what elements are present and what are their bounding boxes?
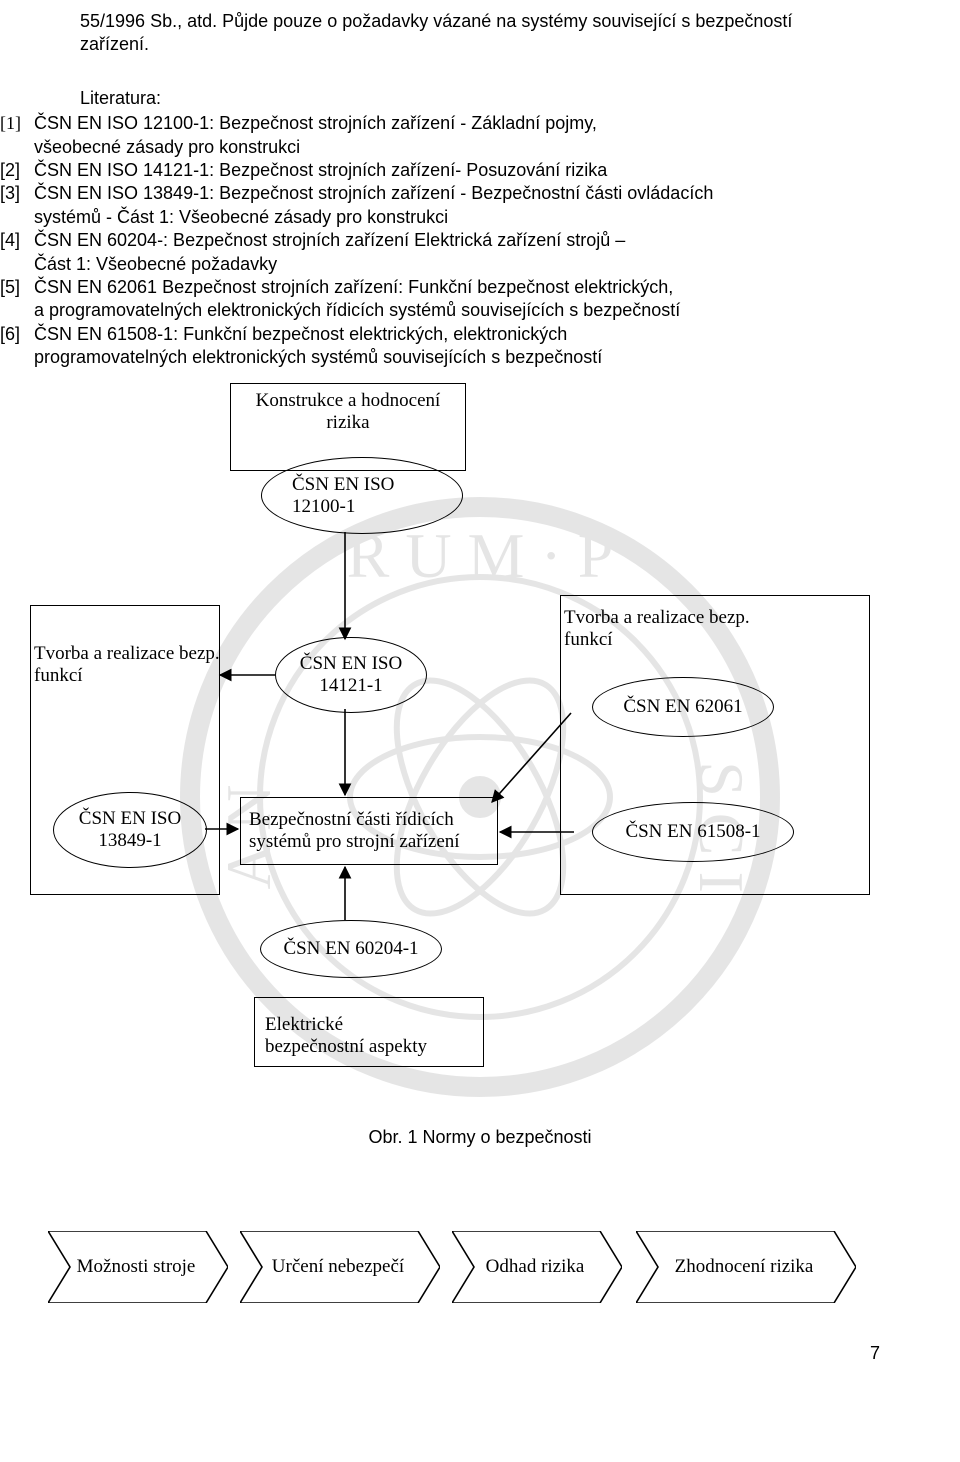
right-frame-title: Tvorba a realizace bezp. funkcí [564,607,864,651]
intro-line-2: zařízení. [80,34,149,54]
chev-3-label: Odhad rizika [452,1231,604,1303]
literature-heading: Literatura: [0,87,960,110]
ellipse-13849: ČSN EN ISO 13849-1 [53,792,207,868]
chevron-2: Určení nebezpečí [240,1231,440,1303]
lit-num-4: [4] [0,229,34,252]
lit-num-5: [5] [0,276,34,299]
lit-num-1: [1] [0,112,34,135]
el-12100-l1: ČSN EN ISO [292,474,394,496]
figure-caption: Obr. 1 Normy o bezpečnosti [0,1127,960,1148]
chevron-3: Odhad rizika [452,1231,622,1303]
box-parts-l2: systémů pro strojní zařízení [249,831,460,853]
lit-num-6: [6] [0,323,34,346]
lit-item-3: [3] ČSN EN ISO 13849-1: Bezpečnost stroj… [0,182,900,205]
left-frame-title: Tvorba a realizace bezp. funkcí [34,643,234,687]
el-12100-l2: 12100-1 [292,496,355,518]
ellipse-14121: ČSN EN ISO 14121-1 [275,637,427,713]
lit-cont-6: programovatelných elektronických systémů… [0,346,900,369]
page-number: 7 [0,1343,960,1364]
box-konstrukce-line2: rizika [326,412,369,434]
lit-item-2: [2] ČSN EN ISO 14121-1: Bezpečnost stroj… [0,159,900,182]
lit-num-3: [3] [0,182,34,205]
lit-text-5: ČSN EN 62061 Bezpečnost strojních zaříze… [34,276,900,299]
lit-item-6: [6] ČSN EN 61508-1: Funkční bezpečnost e… [0,323,900,346]
chev-1-label: Možnosti stroje [48,1231,210,1303]
ellipse-60204: ČSN EN 60204-1 [260,920,442,978]
chev-2-label: Určení nebezpečí [240,1231,422,1303]
left-title-l1: Tvorba a realizace bezp. [34,643,220,664]
el-60204: ČSN EN 60204-1 [283,938,418,960]
lit-text-4: ČSN EN 60204-: Bezpečnost strojních zaří… [34,229,900,252]
box-konstrukce-line1: Konstrukce a hodnocení [256,390,441,412]
literature-list: [1] ČSN EN ISO 12100-1: Bezpečnost stroj… [0,112,960,369]
box-elec-l2: bezpečnostní aspekty [265,1036,427,1058]
lit-item-5: [5] ČSN EN 62061 Bezpečnost strojních za… [0,276,900,299]
diagram: R U M · P S C I A N [0,377,960,1187]
lit-item-1: [1] ČSN EN ISO 12100-1: Bezpečnost stroj… [0,112,900,135]
right-title-l2: funkcí [564,629,613,650]
arrow-row: Možnosti stroje Určení nebezpečí Odhad r… [0,1211,960,1331]
chev-4-label: Zhodnocení rizika [636,1231,838,1303]
intro-line-1: 55/1996 Sb., atd. Půjde pouze o požadavk… [80,11,792,31]
el-61508: ČSN EN 61508-1 [625,821,760,843]
lit-cont-1: všeobecné zásady pro konstrukci [0,136,900,159]
lit-text-1: ČSN EN ISO 12100-1: Bezpečnost strojních… [34,112,900,135]
right-title-l1: Tvorba a realizace bezp. [564,607,750,628]
intro-paragraph: 55/1996 Sb., atd. Půjde pouze o požadavk… [0,10,960,57]
chevron-1: Možnosti stroje [48,1231,228,1303]
page: 55/1996 Sb., atd. Půjde pouze o požadavk… [0,0,960,1394]
lit-text-3: ČSN EN ISO 13849-1: Bezpečnost strojních… [34,182,900,205]
lit-cont-5: a programovatelných elektronických řídic… [0,299,900,322]
chevron-4: Zhodnocení rizika [636,1231,856,1303]
box-electric: Elektrické bezpečnostní aspekty [254,997,484,1067]
ellipse-12100: ČSN EN ISO 12100-1 [261,457,463,534]
box-parts: Bezpečnostní části řídicích systémů pro … [240,797,498,865]
lit-cont-4: Část 1: Všeobecné požadavky [0,253,900,276]
lit-text-6: ČSN EN 61508-1: Funkční bezpečnost elekt… [34,323,900,346]
box-parts-l1: Bezpečnostní části řídicích [249,809,454,831]
lit-num-2: [2] [0,159,34,182]
left-title-l2: funkcí [34,665,83,686]
el-14121-l2: 14121-1 [319,675,382,697]
lit-text-2: ČSN EN ISO 14121-1: Bezpečnost strojních… [34,159,900,182]
lit-cont-3: systémů - Část 1: Všeobecné zásady pro k… [0,206,900,229]
box-elec-l1: Elektrické [265,1014,343,1036]
el-14121-l1: ČSN EN ISO [300,653,402,675]
el-13849-l1: ČSN EN ISO [79,808,181,830]
el-62061: ČSN EN 62061 [623,696,742,718]
lit-item-4: [4] ČSN EN 60204-: Bezpečnost strojních … [0,229,900,252]
el-13849-l2: 13849-1 [98,830,161,852]
